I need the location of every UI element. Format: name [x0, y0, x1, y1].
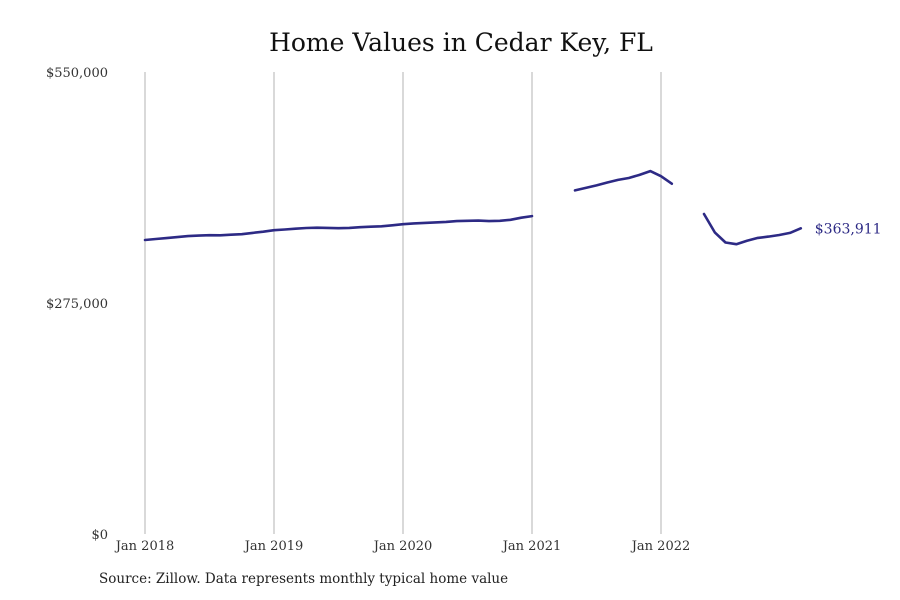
- x-axis-ticks: Jan 2018 Jan 2019 Jan 2020 Jan 2021 Jan 2022: [114, 539, 691, 554]
- series-line-segment: [573, 169, 674, 192]
- x-tick-label: Jan 2021: [501, 539, 562, 554]
- last-value-label: $363,911: [815, 221, 882, 237]
- x-tick-label: Jan 2018: [114, 539, 175, 554]
- gridlines: [144, 72, 662, 534]
- source-note: Source: Zillow. Data represents monthly …: [99, 571, 509, 587]
- y-tick-label: $275,000: [46, 297, 108, 312]
- series-line-segment: [143, 214, 534, 242]
- y-tick-label: $0: [91, 528, 108, 543]
- x-tick-label: Jan 2019: [243, 539, 304, 554]
- series-line-segment: [702, 212, 803, 246]
- y-tick-label: $550,000: [46, 66, 108, 81]
- x-tick-label: Jan 2020: [372, 539, 433, 554]
- y-axis-ticks: $0 $275,000 $550,000: [46, 66, 108, 543]
- chart-title: Home Values in Cedar Key, FL: [269, 28, 653, 57]
- series-line: [143, 169, 803, 246]
- x-tick-label: Jan 2022: [630, 539, 691, 554]
